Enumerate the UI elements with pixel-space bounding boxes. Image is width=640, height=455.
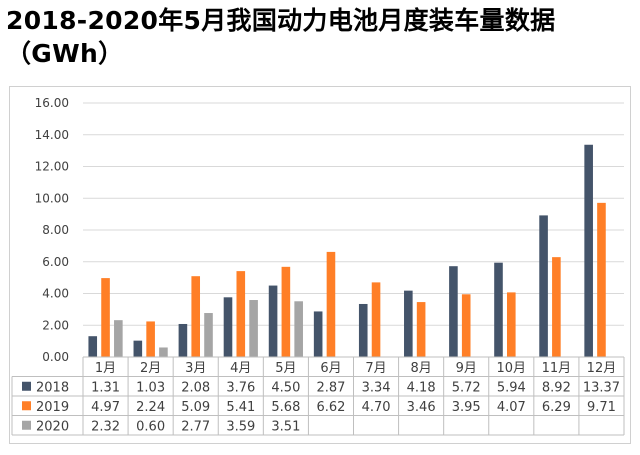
data-label-2019-9: 3.95 — [452, 400, 481, 415]
bar-2018-9 — [449, 266, 458, 357]
bar-2019-8 — [416, 302, 426, 357]
y-tick-label: 4.00 — [42, 287, 69, 301]
x-tick-label: 9月 — [456, 361, 477, 376]
chart-title-line1: 2018-2020年5月我国动力电池月度装车量数据 — [6, 6, 556, 35]
chart-area: 0.00 2.00 4.00 6.00 8.00 10.00 12.00 14.00 16.00… — [9, 86, 631, 444]
bar-2018-4 — [223, 297, 233, 357]
data-label-2019-12: 9.71 — [587, 400, 616, 415]
bar-2020-2 — [159, 347, 168, 357]
data-label-2018-9: 5.72 — [452, 380, 481, 395]
data-label-2018-11: 8.92 — [542, 380, 571, 395]
bar-2019-7 — [371, 282, 381, 357]
data-label-2018-2: 1.03 — [136, 380, 165, 395]
bar-2020-3 — [204, 313, 213, 357]
bar-2019-10 — [506, 292, 516, 357]
y-tick-label: 0.00 — [42, 350, 69, 364]
data-label-2020-2: 0.60 — [136, 419, 165, 434]
data-label-2020-1: 2.32 — [91, 419, 120, 434]
bar-2018-6 — [313, 311, 323, 357]
bar-2019-4 — [236, 271, 246, 357]
y-tick-label: 14.00 — [35, 128, 69, 142]
data-label-2018-1: 1.31 — [91, 380, 120, 395]
bar-2018-10 — [494, 262, 503, 357]
data-label-2018-5: 4.50 — [271, 380, 300, 395]
x-tick-label: 10月 — [497, 361, 527, 376]
data-label-2019-3: 5.09 — [181, 400, 210, 415]
data-label-2020-4: 3.59 — [226, 419, 255, 434]
y-tick-label: 6.00 — [42, 255, 69, 269]
legend-key-2020 — [22, 420, 31, 430]
bar-2019-1 — [101, 278, 110, 357]
legend-key-2019 — [22, 401, 31, 411]
bar-2020-1 — [114, 320, 123, 357]
bar-2018-11 — [539, 215, 548, 357]
bar-2019-5 — [281, 266, 291, 357]
bar-2018-12 — [584, 144, 593, 357]
bar-2019-2 — [146, 321, 155, 357]
data-label-2018-12: 13.37 — [583, 380, 620, 395]
chart-title: 2018-2020年5月我国动力电池月度装车量数据 （GWh） — [6, 4, 636, 70]
legend-key-2018 — [22, 381, 31, 391]
chart-title-line2: （GWh） — [6, 39, 124, 68]
data-label-2020-5: 3.51 — [271, 419, 300, 434]
data-label-2018-8: 4.18 — [407, 380, 436, 395]
bar-2019-9 — [461, 294, 471, 357]
data-label-2019-4: 5.41 — [226, 400, 255, 415]
data-label-2019-10: 4.07 — [497, 400, 526, 415]
data-label-2018-6: 2.87 — [316, 380, 345, 395]
y-tick-label: 8.00 — [42, 223, 69, 237]
bar-2019-6 — [326, 251, 336, 357]
x-tick-label: 5月 — [275, 361, 296, 376]
x-tick-label: 12月 — [587, 361, 617, 376]
data-label-2019-5: 5.68 — [271, 400, 300, 415]
data-label-2018-4: 3.76 — [226, 380, 255, 395]
bar-2018-3 — [178, 323, 188, 357]
bar-2018-2 — [133, 340, 143, 357]
data-label-2019-1: 4.97 — [91, 400, 120, 415]
bar-2020-5 — [294, 301, 303, 357]
data-label-2019-6: 6.62 — [316, 400, 345, 415]
data-label-2019-2: 2.24 — [136, 400, 165, 415]
data-label-2018-7: 3.34 — [362, 380, 391, 395]
bar-2019-11 — [552, 257, 561, 357]
x-tick-label: 8月 — [410, 361, 431, 376]
legend-label-2018: 2018 — [36, 380, 69, 395]
data-label-2019-7: 4.70 — [362, 400, 391, 415]
bar-2019-12 — [597, 202, 606, 357]
data-label-2018-10: 5.94 — [497, 380, 526, 395]
y-tick-label: 12.00 — [35, 160, 69, 174]
x-tick-label: 7月 — [365, 361, 386, 376]
bar-2019-3 — [191, 276, 201, 357]
data-label-2019-11: 6.29 — [542, 400, 571, 415]
data-label-2020-3: 2.77 — [181, 419, 210, 434]
bar-2018-5 — [268, 285, 278, 357]
data-label-2019-8: 3.46 — [407, 400, 436, 415]
bar-2020-4 — [249, 300, 258, 357]
x-tick-label: 11月 — [542, 361, 572, 376]
data-label-2018-3: 2.08 — [181, 380, 210, 395]
x-tick-label: 4月 — [230, 361, 251, 376]
x-tick-label: 3月 — [185, 361, 206, 376]
bar-chart: 0.00 2.00 4.00 6.00 8.00 10.00 12.00 14.00 16.00… — [11, 96, 625, 436]
y-tick-label: 16.00 — [35, 96, 69, 110]
legend-label-2019: 2019 — [36, 400, 69, 415]
x-tick-label: 2月 — [140, 361, 161, 376]
bar-2018-8 — [404, 290, 413, 357]
y-tick-label: 2.00 — [42, 318, 69, 332]
x-tick-label: 1月 — [95, 361, 116, 376]
bar-2018-7 — [358, 303, 368, 357]
y-tick-label: 10.00 — [35, 191, 69, 205]
legend-label-2020: 2020 — [36, 419, 69, 434]
x-tick-label: 6月 — [320, 361, 341, 376]
bar-2018-1 — [88, 336, 98, 357]
